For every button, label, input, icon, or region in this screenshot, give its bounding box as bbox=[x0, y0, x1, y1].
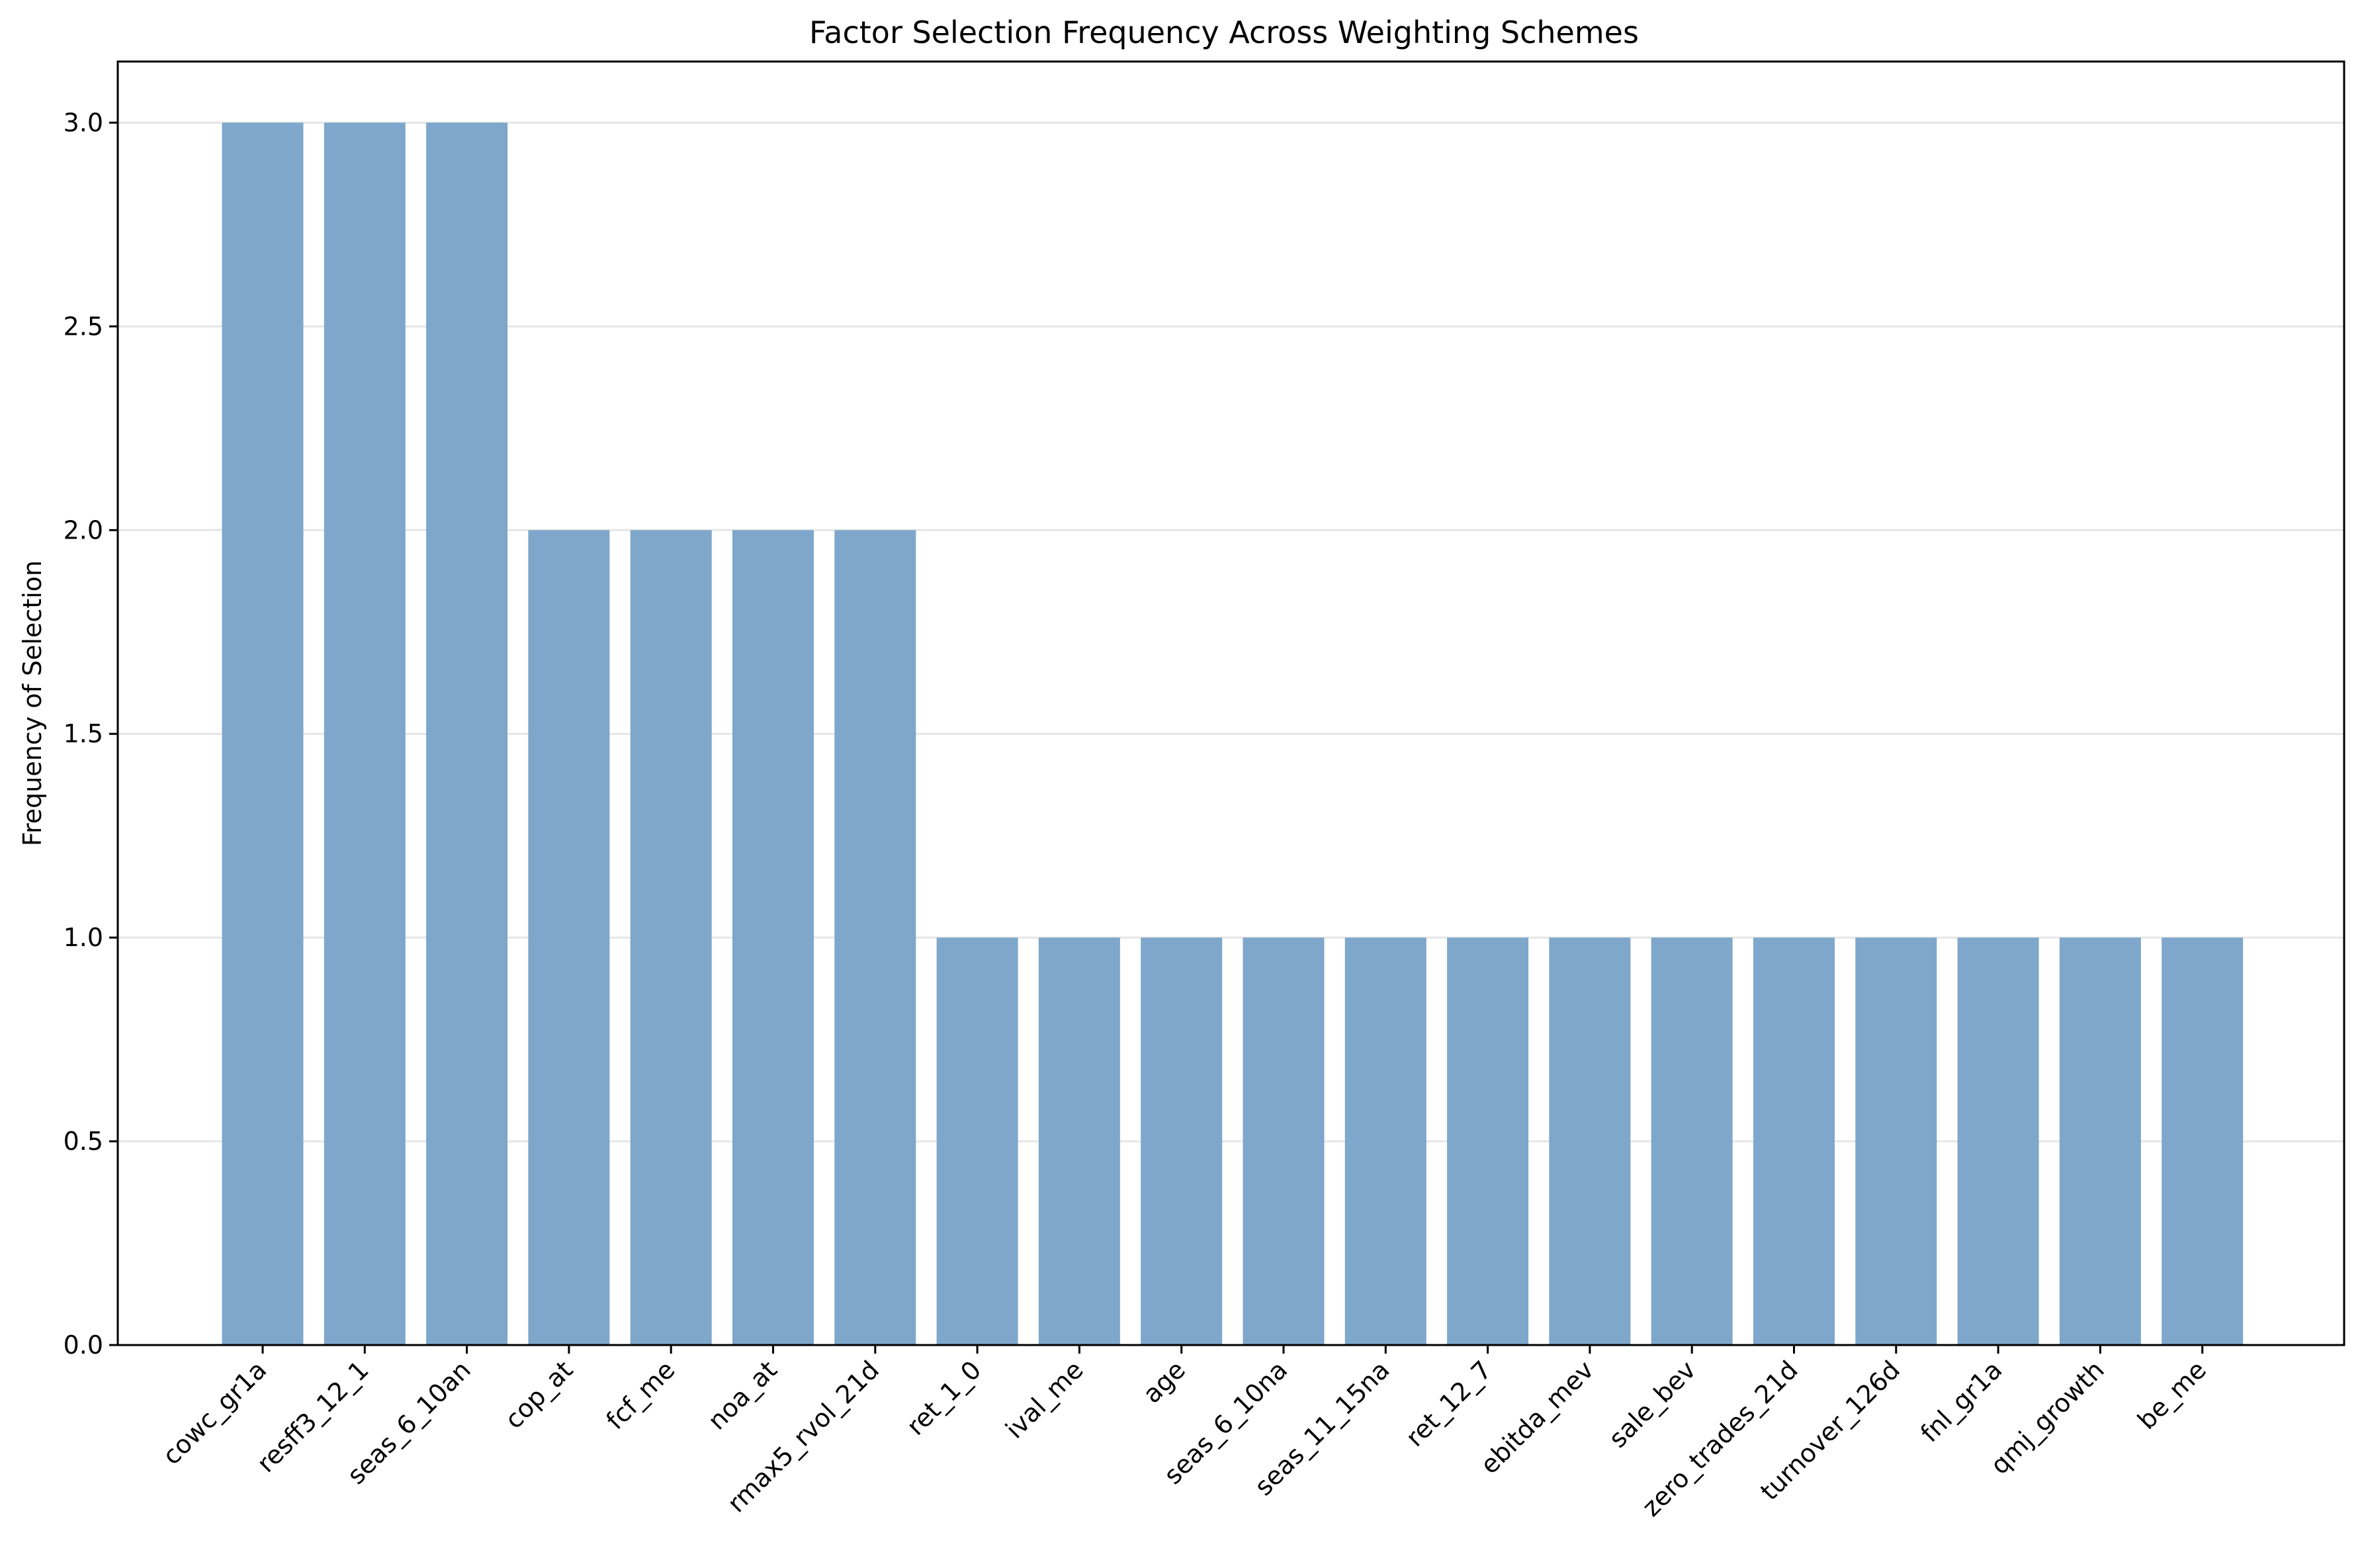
bar-zero-trades-21d bbox=[1753, 937, 1835, 1345]
y-tick-label: 2.0 bbox=[64, 515, 103, 544]
x-tick-label: sale_bev bbox=[1603, 1355, 1702, 1454]
bar-rmax5-rvol-21d bbox=[834, 530, 916, 1346]
bar-ival-me bbox=[1038, 937, 1120, 1345]
bar-noa-at bbox=[732, 530, 814, 1346]
bar-seas-6-10na bbox=[1243, 937, 1325, 1345]
bar-seas-11-15na bbox=[1344, 937, 1426, 1345]
plot-frame bbox=[116, 60, 2345, 1346]
bar-cowc-gr1a bbox=[222, 122, 304, 1345]
bar-cop-at bbox=[528, 530, 610, 1346]
bar-fcf-me bbox=[630, 530, 712, 1346]
bar-ebitda-mev bbox=[1549, 937, 1631, 1345]
y-tick-label: 1.0 bbox=[64, 923, 103, 952]
bar-seas-6-10an bbox=[426, 122, 508, 1345]
bar-ret-12-7 bbox=[1447, 937, 1529, 1345]
bars bbox=[222, 122, 2244, 1346]
bar-be-me bbox=[2162, 937, 2244, 1345]
x-tick-label: be_me bbox=[2132, 1355, 2212, 1435]
x-tick-label: fcf_me bbox=[601, 1355, 681, 1435]
bar-sale-bev bbox=[1651, 937, 1733, 1345]
x-tick-label: fnl_gr1a bbox=[1915, 1355, 2007, 1448]
y-tick-label: 3.0 bbox=[64, 108, 103, 137]
bar-qmj-growth bbox=[2059, 937, 2141, 1345]
bar-age bbox=[1141, 937, 1223, 1345]
y-axis-label: Frequency of Selection bbox=[18, 560, 47, 846]
x-tick-label: age bbox=[1137, 1355, 1191, 1409]
bar-fnl-gr1a bbox=[1957, 937, 2039, 1345]
y-tick-label: 0.0 bbox=[64, 1330, 103, 1360]
bar-ret-1-0 bbox=[936, 937, 1018, 1345]
x-tick-label: noa_at bbox=[702, 1355, 782, 1435]
chart-title: Factor Selection Frequency Across Weight… bbox=[809, 15, 1639, 50]
y-tick-label: 0.5 bbox=[64, 1127, 103, 1156]
y-tick-label: 2.5 bbox=[64, 312, 103, 341]
x-tick-label: ival_me bbox=[1000, 1355, 1089, 1444]
x-tick-label: ret_1_0 bbox=[901, 1355, 987, 1441]
y-axis: 0.0 0.5 1.0 1.5 2.0 2.5 3.0 bbox=[64, 108, 118, 1360]
x-tick-label: cop_at bbox=[499, 1355, 578, 1434]
x-tick-label: ret_12_7 bbox=[1400, 1355, 1497, 1452]
y-tick-label: 1.5 bbox=[64, 719, 103, 748]
bar-turnover-126d bbox=[1855, 937, 1937, 1345]
bar-resff3-12-1 bbox=[324, 122, 406, 1345]
